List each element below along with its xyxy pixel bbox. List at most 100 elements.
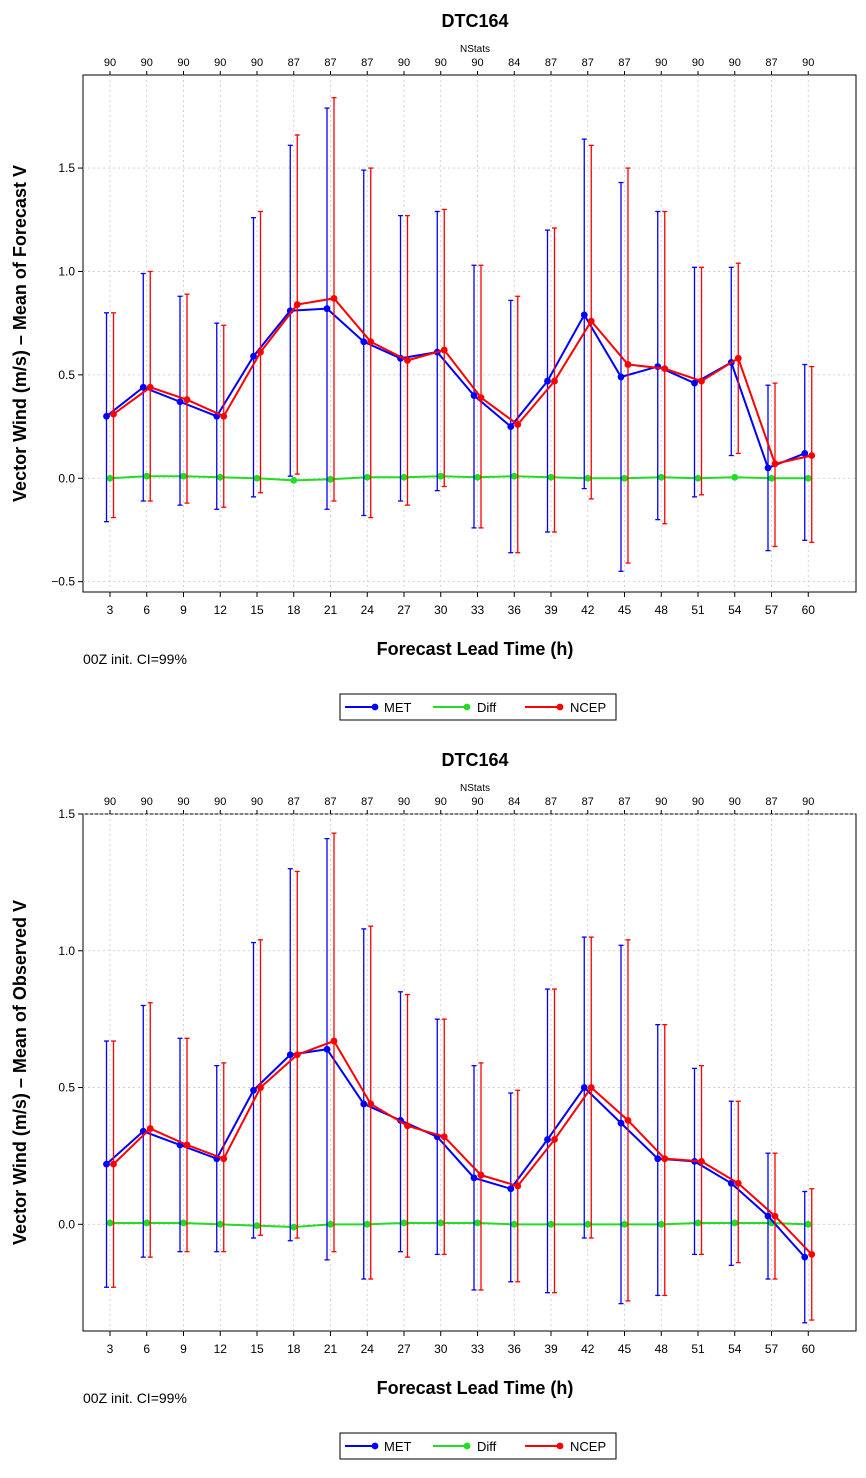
nstat-label: 90	[141, 57, 153, 69]
chart-forecast: DTC164 NStats −0.5 0.0 0.5 1.0 1.5 3 90 6 90 9 90 12 9…	[10, 11, 857, 721]
data-point	[330, 294, 338, 302]
nstat-label: 90	[141, 796, 153, 808]
data-point	[103, 412, 110, 420]
data-point	[808, 452, 816, 459]
legend: MET Diff NCEP	[339, 1432, 617, 1460]
plot-frame	[82, 74, 857, 593]
ci-annotation: 00Z init. CI=99%	[83, 1390, 187, 1406]
x-tick-label: 9	[180, 1342, 187, 1356]
legend-swatch-point	[463, 703, 471, 711]
series-diff	[106, 472, 812, 484]
data-point	[327, 1220, 334, 1228]
data-point	[654, 1155, 662, 1163]
data-point	[363, 473, 371, 481]
nstat-label: 90	[729, 57, 741, 69]
data-point	[510, 472, 518, 480]
nstat-label: 90	[729, 796, 741, 808]
data-point	[139, 383, 147, 391]
data-point	[176, 398, 184, 406]
x-axis-title: Forecast Lead Time (h)	[377, 1378, 574, 1398]
x-tick-label: 24	[361, 603, 375, 617]
nstat-label: 90	[802, 57, 814, 69]
data-point	[290, 1223, 298, 1231]
y-tick-label: 0.5	[58, 1081, 75, 1095]
data-point	[801, 450, 809, 457]
nstat-label: 87	[324, 57, 336, 69]
x-tick-label: 18	[287, 603, 301, 617]
nstat-label: 87	[618, 796, 630, 808]
data-point	[734, 1179, 742, 1187]
data-point	[551, 377, 558, 385]
data-point	[220, 412, 228, 420]
x-tick-label: 48	[655, 603, 669, 617]
data-point	[657, 1220, 665, 1228]
data-point	[440, 346, 448, 354]
nstat-label: 90	[251, 796, 263, 808]
nstat-label: 87	[288, 796, 300, 808]
nstat-label: 90	[692, 796, 704, 808]
x-tick-label: 21	[324, 1342, 338, 1356]
data-point	[474, 1219, 481, 1227]
x-tick-label: 48	[655, 1342, 669, 1356]
data-point	[253, 474, 261, 482]
x-tick-label: 33	[471, 1342, 485, 1356]
y-tick-label: 0.0	[58, 471, 75, 485]
series-line	[109, 475, 809, 482]
x-tick-label: 15	[250, 603, 264, 617]
legend-label: Diff	[477, 1439, 497, 1454]
chart-panel-forecast: DTC164 NStats −0.5 0.0 0.5 1.0 1.5 3 90 6 90 9 90 12 9…	[10, 11, 857, 721]
data-point	[293, 1051, 301, 1059]
nstat-label: 87	[618, 57, 630, 69]
series-line	[112, 297, 812, 465]
x-tick-label: 60	[802, 1342, 816, 1356]
data-point	[477, 1171, 485, 1179]
nstat-label: 90	[435, 796, 447, 808]
data-point	[323, 305, 331, 313]
data-point	[367, 1100, 375, 1108]
data-point	[694, 1219, 702, 1227]
x-tick-label: 51	[691, 603, 705, 617]
chart-observed: DTC164 NStats 0.0 0.5 1.0 1.5 3 90 6 90 9 90 12 90 15 9…	[10, 750, 857, 1460]
series-line	[110, 1221, 809, 1229]
x-tick-label: 27	[397, 1342, 411, 1356]
nstat-label: 90	[214, 57, 226, 69]
series-line	[112, 1039, 813, 1256]
data-point	[437, 1219, 445, 1227]
x-tick-label: 12	[214, 1342, 228, 1356]
legend-swatch-point	[463, 1442, 471, 1450]
legend-swatch-point	[371, 703, 379, 711]
data-point	[216, 1220, 224, 1228]
x-tick-label: 6	[143, 1342, 150, 1356]
data-point	[106, 474, 114, 482]
plot-frame	[82, 813, 857, 1332]
x-tick-label: 42	[581, 603, 595, 617]
nstat-label: 87	[288, 57, 300, 69]
nstat-label: 90	[177, 57, 189, 69]
data-point	[330, 1037, 338, 1045]
nstat-label: 90	[214, 796, 226, 808]
x-tick-label: 3	[107, 1342, 114, 1356]
legend-swatch-point	[556, 703, 564, 711]
data-point	[360, 338, 368, 346]
data-point	[510, 1220, 518, 1228]
data-point	[110, 1160, 117, 1168]
data-point	[327, 475, 334, 483]
nstat-label: 90	[104, 57, 116, 69]
y-tick-label: 1.5	[58, 807, 75, 821]
x-tick-label: 60	[802, 603, 816, 617]
x-tick-label: 57	[765, 603, 779, 617]
x-tick-label: 39	[544, 603, 558, 617]
x-tick-label: 6	[143, 603, 150, 617]
data-point	[360, 1100, 368, 1108]
nstat-label: 90	[104, 796, 116, 808]
nstat-label: 84	[508, 57, 520, 69]
x-tick-label: 18	[287, 1342, 301, 1356]
data-point	[286, 1051, 294, 1059]
data-point	[764, 1212, 772, 1220]
series-met	[103, 837, 809, 1324]
x-tick-label: 36	[508, 603, 522, 617]
x-tick-label: 39	[544, 1342, 558, 1356]
data-point	[146, 383, 154, 391]
data-point	[547, 473, 555, 481]
legend-box	[339, 693, 617, 721]
